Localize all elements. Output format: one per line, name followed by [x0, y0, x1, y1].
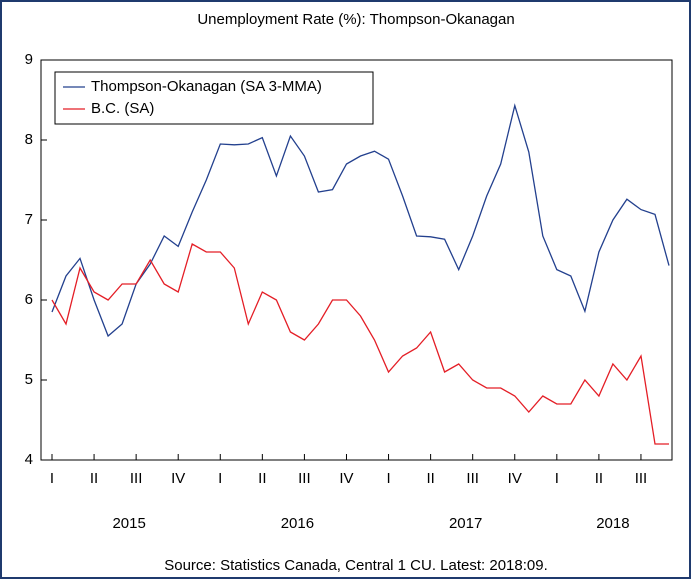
x-tick-label: III [130, 470, 143, 487]
series-line [51, 243, 669, 445]
x-tick-label: III [298, 470, 311, 487]
x-tick-label: II [595, 470, 603, 487]
x-tick-label: II [426, 470, 434, 487]
year-label: 2018 [596, 515, 629, 532]
y-tick-label: 8 [25, 131, 33, 148]
x-tick-label: I [50, 470, 54, 487]
x-tick-label: I [386, 470, 390, 487]
x-tick-label: IV [508, 470, 522, 487]
x-tick-label: II [90, 470, 98, 487]
y-tick-label: 4 [25, 451, 33, 468]
chart-title: Unemployment Rate (%): Thompson-Okanagan [197, 11, 514, 28]
year-label: 2016 [281, 515, 314, 532]
x-tick-label: III [635, 470, 648, 487]
year-label: 2017 [449, 515, 482, 532]
x-tick-label: IV [171, 470, 185, 487]
year-label: 2015 [112, 515, 145, 532]
x-tick-label: III [466, 470, 479, 487]
y-tick-label: 9 [25, 51, 33, 68]
x-tick-label: IV [339, 470, 353, 487]
legend-box [54, 71, 374, 125]
x-tick-label: II [258, 470, 266, 487]
series-line [51, 103, 670, 338]
plot-area [40, 59, 673, 461]
y-tick-label: 5 [25, 371, 33, 388]
y-tick-label: 6 [25, 291, 33, 308]
legend-label: B.C. (SA) [91, 100, 154, 117]
y-tick-label: 7 [25, 211, 33, 228]
x-tick-label: I [555, 470, 559, 487]
x-tick-label: I [218, 470, 222, 487]
source-note: Source: Statistics Canada, Central 1 CU.… [164, 557, 548, 574]
legend-label: Thompson-Okanagan (SA 3-MMA) [91, 78, 322, 95]
